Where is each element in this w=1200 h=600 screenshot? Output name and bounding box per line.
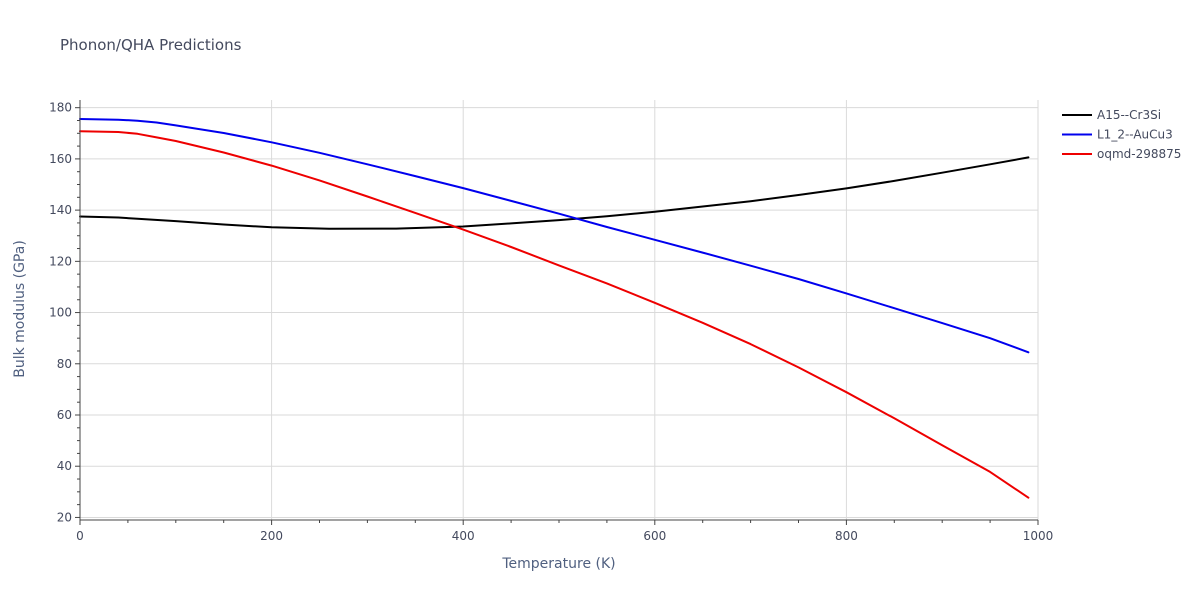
legend-item[interactable]: L1_2--AuCu3 <box>1062 128 1173 142</box>
x-axis-ticks: 0 200 400 600 800 1000 <box>76 520 1053 543</box>
legend-label: A15--Cr3Si <box>1097 108 1161 122</box>
y-tick-label: 140 <box>49 203 72 217</box>
x-tick-label: 0 <box>76 529 84 543</box>
y-tick-label: 180 <box>49 101 72 115</box>
y-tick-label: 20 <box>57 510 72 524</box>
legend[interactable]: A15--Cr3Si L1_2--AuCu3 oqmd-298875 <box>1062 108 1181 161</box>
y-axis-ticks: 20 40 60 80 100 120 140 160 180 <box>49 101 80 524</box>
y-tick-label: 40 <box>57 459 72 473</box>
legend-label: oqmd-298875 <box>1097 147 1181 161</box>
x-tick-label: 800 <box>835 529 858 543</box>
y-gridlines <box>80 107 1038 518</box>
legend-item[interactable]: A15--Cr3Si <box>1062 108 1161 122</box>
legend-label: L1_2--AuCu3 <box>1097 128 1173 142</box>
x-tick-label: 600 <box>643 529 666 543</box>
y-tick-label: 160 <box>49 152 72 166</box>
series-line-2 <box>79 118 1030 354</box>
series-line-3 <box>79 130 1030 499</box>
x-axis-label: Temperature (K) <box>501 556 615 572</box>
y-tick-label: 100 <box>49 306 72 320</box>
y-tick-label: 120 <box>49 254 72 268</box>
x-tick-label: 200 <box>260 529 283 543</box>
y-axis-label: Bulk modulus (GPa) <box>12 240 28 378</box>
series-layer <box>79 118 1030 499</box>
series-line-1 <box>79 156 1030 230</box>
x-gridlines <box>271 100 1039 520</box>
x-tick-label: 1000 <box>1023 529 1054 543</box>
chart-title: Phonon/QHA Predictions <box>60 36 242 54</box>
y-tick-label: 80 <box>57 357 72 371</box>
y-tick-label: 60 <box>57 408 72 422</box>
x-tick-label: 400 <box>452 529 475 543</box>
legend-item[interactable]: oqmd-298875 <box>1062 147 1181 161</box>
